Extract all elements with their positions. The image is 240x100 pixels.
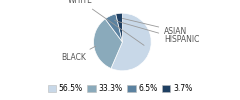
Text: BLACK: BLACK [61, 46, 96, 62]
Wedge shape [111, 13, 151, 71]
Text: ASIAN: ASIAN [122, 18, 187, 36]
Text: WHITE: WHITE [67, 0, 144, 45]
Text: HISPANIC: HISPANIC [115, 21, 199, 44]
Wedge shape [94, 19, 122, 68]
Wedge shape [116, 13, 122, 42]
Legend: 56.5%, 33.3%, 6.5%, 3.7%: 56.5%, 33.3%, 6.5%, 3.7% [45, 81, 195, 96]
Wedge shape [105, 14, 122, 42]
